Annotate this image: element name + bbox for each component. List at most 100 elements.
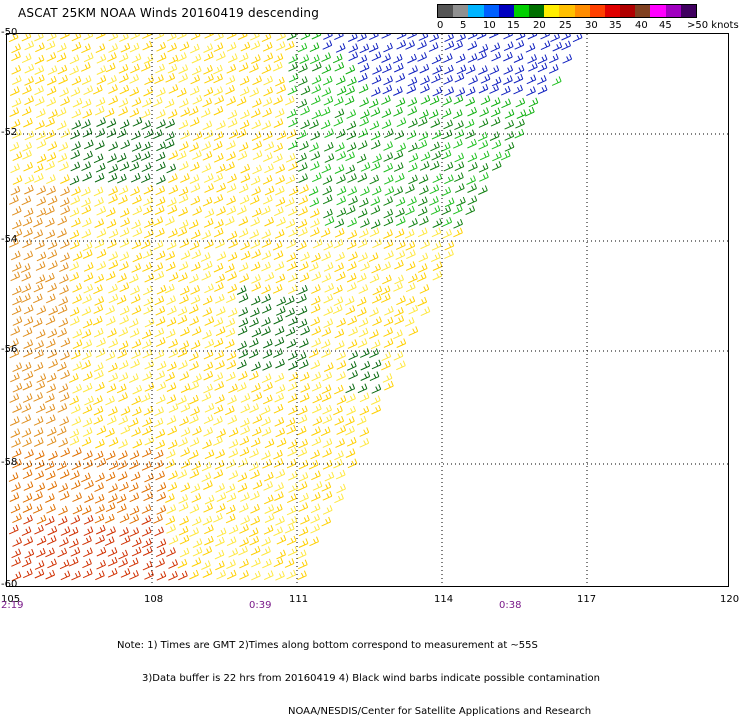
wind-barb	[192, 206, 202, 216]
wind-barb	[45, 315, 56, 326]
wind-barb	[383, 316, 394, 327]
wind-barb	[358, 327, 369, 338]
wind-barb	[36, 185, 47, 196]
wind-barb	[334, 164, 345, 174]
wind-barb	[155, 428, 166, 439]
wind-barb	[346, 109, 357, 119]
wind-barb	[56, 426, 67, 436]
wind-barb	[96, 54, 107, 64]
wind-barb	[324, 283, 335, 293]
wind-barb	[431, 227, 442, 238]
wind-barb	[36, 196, 47, 207]
wind-barb	[33, 416, 44, 426]
wind-barb	[490, 116, 501, 127]
wind-barb	[444, 34, 454, 43]
wind-barb	[215, 51, 226, 61]
wind-barb	[57, 403, 68, 413]
wind-barb	[24, 130, 35, 141]
wind-barb	[321, 273, 332, 283]
wind-barb	[441, 186, 452, 197]
wind-barb	[394, 274, 404, 285]
wind-barb	[393, 186, 404, 196]
wind-barb	[393, 282, 403, 292]
wind-barb	[323, 306, 334, 317]
wind-barb	[417, 52, 427, 62]
wind-barb	[180, 107, 191, 117]
wind-barb	[69, 229, 80, 240]
wind-barb	[213, 262, 224, 273]
wind-barb	[477, 131, 488, 142]
wind-barb	[189, 161, 200, 172]
scale-tick-label: 5	[460, 20, 467, 31]
wind-barb	[284, 558, 295, 568]
wind-barb	[273, 142, 284, 153]
wind-barb	[71, 570, 81, 581]
wind-barb	[47, 65, 58, 76]
wind-barb	[129, 328, 140, 338]
wind-barb	[225, 513, 236, 524]
wind-barb	[178, 186, 189, 197]
wind-barb	[311, 34, 322, 40]
wind-barb	[203, 383, 213, 394]
wind-barb	[94, 296, 105, 306]
wind-barb	[83, 52, 94, 63]
wind-barb	[191, 53, 202, 64]
wind-barb	[431, 54, 442, 65]
wind-barb	[251, 327, 262, 338]
wind-barb	[118, 327, 129, 337]
wind-barb	[297, 570, 307, 581]
wind-barb	[58, 296, 69, 307]
wind-barb	[333, 405, 343, 416]
wind-barb	[47, 141, 58, 151]
wind-barb	[24, 449, 34, 459]
wind-barb	[419, 216, 429, 226]
wind-barb	[201, 472, 212, 483]
wind-barb	[332, 53, 343, 64]
wind-barb	[131, 339, 142, 349]
wind-barb	[81, 472, 91, 483]
wind-barb	[311, 172, 322, 183]
wind-barb	[261, 238, 272, 248]
wind-barb	[58, 483, 69, 493]
wind-barb	[81, 329, 92, 339]
wind-barb	[444, 64, 454, 75]
wind-barb	[34, 349, 44, 360]
wind-barb	[334, 34, 344, 41]
wind-barb	[237, 457, 248, 468]
wind-barb	[453, 219, 463, 229]
wind-barb	[334, 218, 345, 229]
wind-barb	[370, 395, 381, 405]
wind-barb	[503, 34, 513, 40]
wind-barb	[322, 491, 333, 501]
wind-barb	[34, 560, 45, 570]
wind-barb	[93, 284, 103, 295]
wind-barb	[504, 142, 515, 152]
wind-barb	[321, 87, 332, 97]
wind-barb	[167, 482, 178, 492]
wind-barb	[82, 127, 93, 138]
wind-barb	[156, 381, 167, 392]
wind-barb	[36, 207, 47, 218]
wind-barb	[128, 273, 139, 284]
wind-barb	[359, 62, 370, 73]
wind-barb	[324, 471, 335, 482]
wind-barb	[96, 457, 107, 468]
wind-barb	[118, 392, 128, 402]
wind-barb	[45, 160, 55, 171]
wind-barb	[336, 174, 346, 185]
wind-barb	[72, 97, 83, 108]
wind-barb	[190, 483, 201, 494]
wind-barb	[311, 426, 321, 436]
wind-barb	[299, 371, 310, 382]
wind-barb	[119, 305, 130, 316]
wind-barb	[11, 448, 22, 459]
wind-barb	[178, 98, 189, 108]
wind-barb	[491, 76, 502, 87]
wind-barb	[22, 85, 32, 95]
wind-barb	[273, 53, 284, 63]
wind-barb	[94, 370, 104, 380]
wind-barb	[320, 227, 331, 238]
wind-barb	[213, 131, 224, 141]
wind-barb	[237, 359, 247, 370]
wind-barb	[310, 95, 321, 106]
